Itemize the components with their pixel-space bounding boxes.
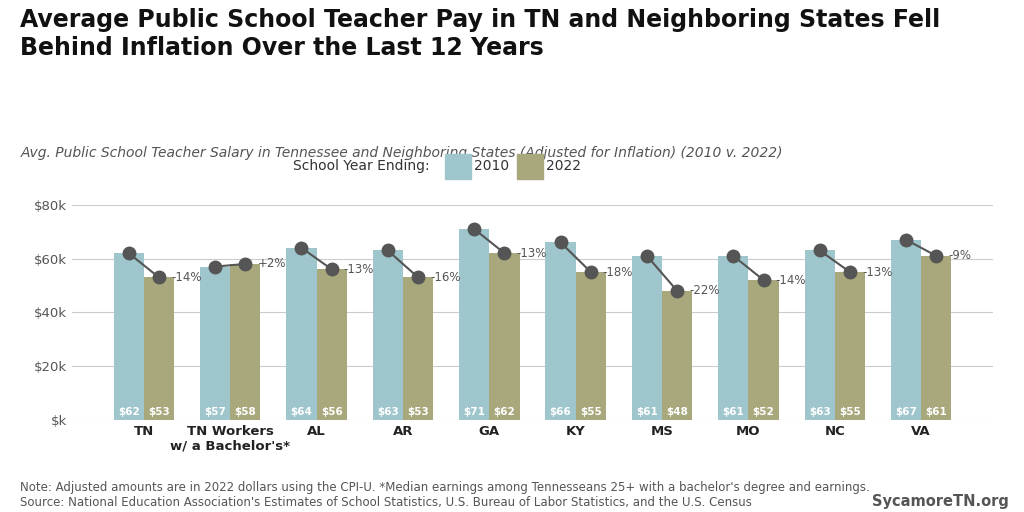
Bar [663,291,692,420]
Text: -13%: -13% [862,266,892,279]
Text: $48: $48 [667,407,688,417]
Bar [835,272,865,420]
Bar [200,267,230,420]
Text: $57: $57 [204,407,226,417]
Bar [749,280,778,420]
Text: 2022: 2022 [546,159,581,174]
Text: $56: $56 [321,407,343,417]
Text: School Year Ending:: School Year Ending: [294,159,430,174]
Bar [718,256,749,420]
Text: -18%: -18% [603,266,633,279]
Bar [316,269,347,420]
Text: SycamoreTN.org: SycamoreTN.org [871,495,1009,509]
Text: $71: $71 [463,407,485,417]
Text: $63: $63 [809,407,830,417]
Text: -9%: -9% [948,249,972,262]
Bar [891,240,922,420]
Text: $61: $61 [926,407,947,417]
Bar [287,248,316,420]
Text: $61: $61 [636,407,657,417]
Text: -13%: -13% [516,247,547,260]
Text: $55: $55 [580,407,602,417]
Text: $53: $53 [148,407,170,417]
Bar [632,256,663,420]
Text: $61: $61 [722,407,744,417]
Text: Average Public School Teacher Pay in TN and Neighboring States Fell
Behind Infla: Average Public School Teacher Pay in TN … [20,8,941,60]
Text: Note: Adjusted amounts are in 2022 dollars using the CPI-U. *Median earnings amo: Note: Adjusted amounts are in 2022 dolla… [20,481,870,509]
Text: $63: $63 [377,407,398,417]
Bar [805,250,835,420]
Bar [402,278,433,420]
Text: $55: $55 [839,407,861,417]
Text: $53: $53 [408,407,429,417]
Text: -14%: -14% [775,273,806,287]
Text: -13%: -13% [344,263,374,276]
Bar [459,229,489,420]
Text: $62: $62 [118,407,139,417]
Text: $52: $52 [753,407,774,417]
Text: $62: $62 [494,407,515,417]
Bar [230,264,260,420]
Bar [114,253,143,420]
Bar [373,250,402,420]
Text: $64: $64 [291,407,312,417]
Text: -16%: -16% [430,271,461,284]
Bar [143,278,174,420]
Bar [922,256,951,420]
Bar [489,253,519,420]
Text: $67: $67 [895,407,916,417]
Text: -14%: -14% [171,271,202,284]
Text: 2010: 2010 [474,159,509,174]
Bar [546,243,575,420]
Text: $58: $58 [234,407,256,417]
Text: Avg. Public School Teacher Salary in Tennessee and Neighboring States (Adjusted : Avg. Public School Teacher Salary in Ten… [20,146,783,160]
Bar [575,272,606,420]
Text: -22%: -22% [689,284,720,297]
Text: $66: $66 [550,407,571,417]
Text: +2%: +2% [257,258,286,270]
